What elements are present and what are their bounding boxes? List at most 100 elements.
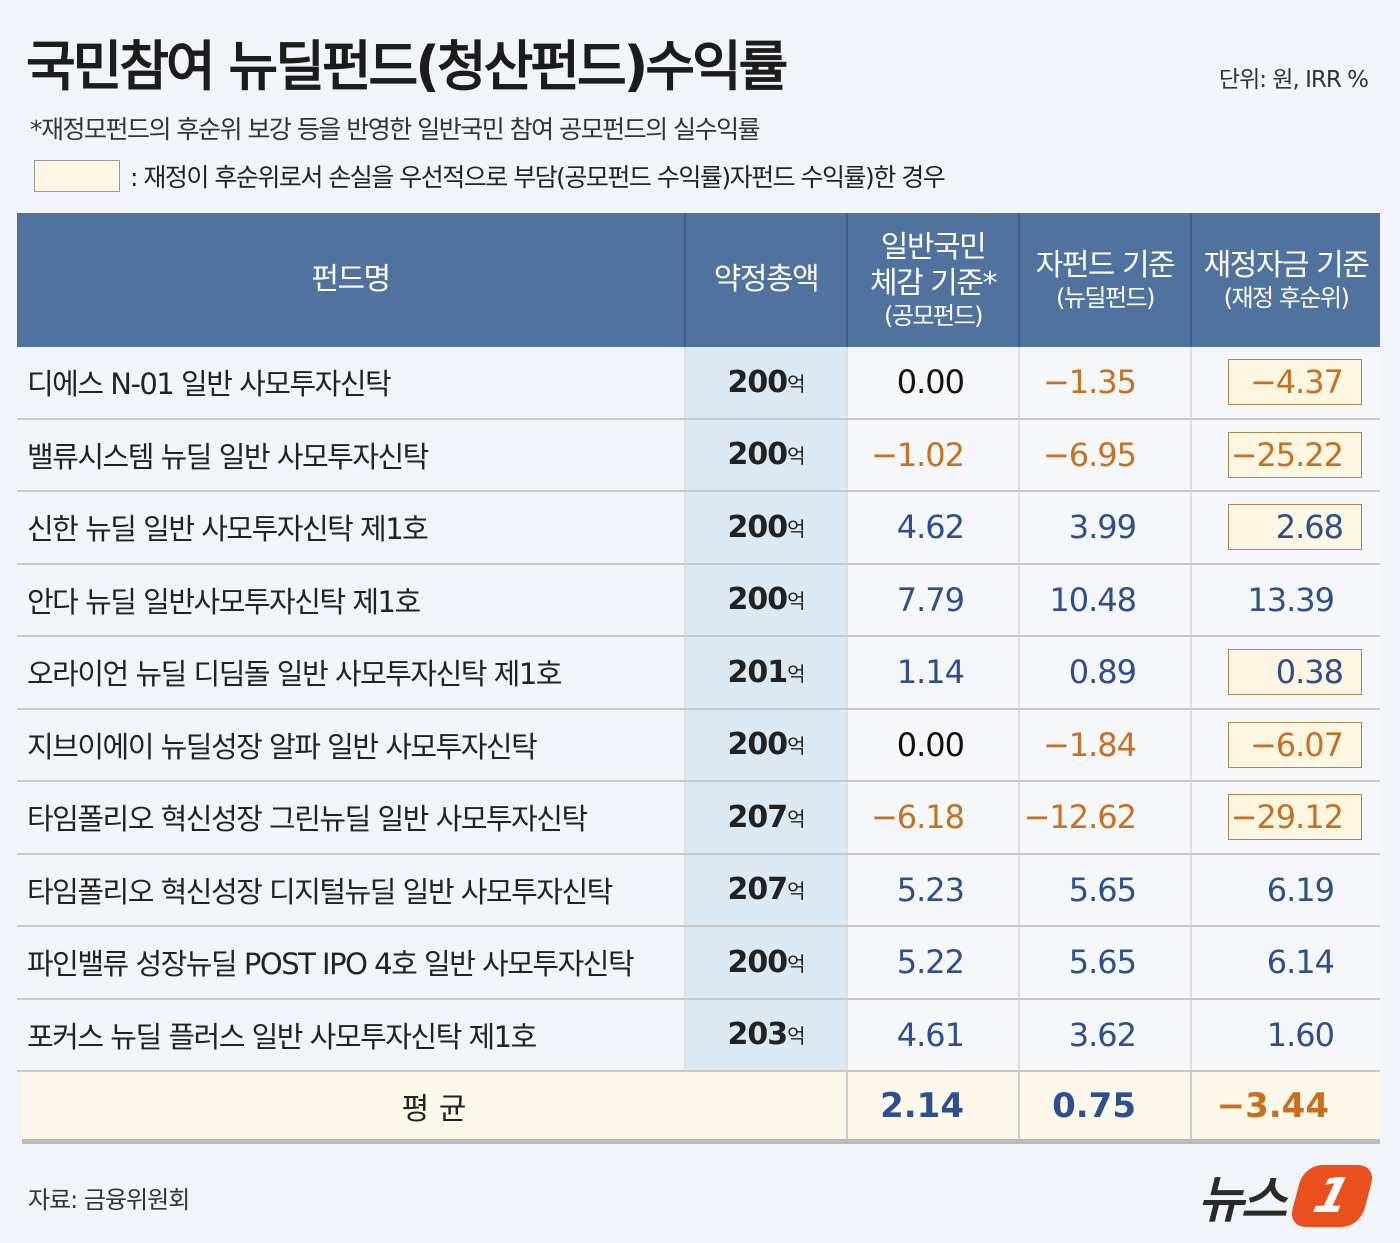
- fund-name: 포커스 뉴딜 플러스 일반 사모투자신탁 제1호: [17, 999, 686, 1070]
- amount-value: 200: [727, 509, 788, 545]
- fiscal-cell: −4.37: [1192, 347, 1380, 418]
- fiscal-return: −25.22: [1228, 431, 1362, 478]
- amount-value: 200: [727, 364, 788, 400]
- amount-unit: 억: [787, 806, 805, 831]
- public-return: −1.02: [848, 419, 1020, 490]
- sub-fund-return: −1.35: [1020, 347, 1192, 418]
- fiscal-return: 0.38: [1228, 649, 1362, 696]
- amount-value: 200: [727, 727, 788, 763]
- fiscal-cell: 13.39: [1192, 564, 1380, 635]
- fund-name: 오라이언 뉴딜 디딤돌 일반 사모투자신탁 제1호: [17, 637, 686, 708]
- fiscal-return: 1.60: [1266, 1015, 1335, 1054]
- table-row: 안다 뉴딜 일반사모투자신탁 제1호 200 억 7.79 10.48 13.39: [17, 564, 1380, 637]
- header-sub-2: (뉴딜펀드): [1055, 283, 1156, 312]
- table-row: 밸류시스템 뉴딜 일반 사모투자신탁 200 억 −1.02 −6.95 −25.…: [17, 419, 1380, 492]
- fund-name: 타임폴리오 혁신성장 디지털뉴딜 일반 사모투자신탁: [17, 854, 686, 925]
- header-fiscal-2: (재정 후순위): [1223, 283, 1350, 312]
- sub-fund-return: 10.48: [1020, 564, 1192, 635]
- amount-unit: 억: [787, 879, 805, 904]
- sub-fund-return: 0.89: [1020, 637, 1192, 708]
- amount-cell: 203 억: [686, 999, 848, 1070]
- logo-mark: 1: [1287, 1165, 1377, 1227]
- amount-unit: 억: [787, 371, 805, 396]
- amount-unit: 억: [787, 589, 805, 614]
- logo-text: 뉴스: [1198, 1171, 1287, 1229]
- amount-unit: 억: [787, 951, 805, 976]
- fiscal-cell: −25.22: [1192, 419, 1380, 490]
- sub-fund-return: −12.62: [1020, 782, 1192, 853]
- amount-cell: 207 억: [686, 782, 848, 853]
- amount-value: 200: [727, 944, 788, 980]
- amount-unit: 억: [787, 1024, 805, 1049]
- amount-value: 207: [727, 872, 788, 908]
- amount-unit: 억: [787, 661, 805, 686]
- table-row: 디에스 N-01 일반 사모투자신탁 200 억 0.00 −1.35 −4.37: [17, 347, 1380, 420]
- fiscal-cell: −29.12: [1192, 782, 1380, 853]
- public-return: 5.23: [848, 854, 1020, 925]
- fiscal-return: 6.19: [1266, 870, 1335, 909]
- amount-unit: 억: [787, 444, 805, 469]
- amount-unit: 억: [787, 516, 805, 541]
- sub-fund-return: −1.84: [1020, 709, 1192, 780]
- public-return: 0.00: [848, 709, 1020, 780]
- subtitle: *재정모펀드의 후순위 보강 등을 반영한 일반국민 참여 공모펀드의 실수익률: [30, 115, 761, 144]
- fiscal-return: −29.12: [1228, 794, 1362, 841]
- amount-cell: 200 억: [686, 709, 848, 780]
- header-public-3: (공모펀드): [883, 301, 984, 330]
- amount-value: 200: [727, 582, 788, 618]
- legend-swatch: [34, 160, 120, 192]
- average-public: 2.14: [848, 1072, 1020, 1139]
- amount-unit: 억: [787, 734, 805, 759]
- fiscal-cell: 6.14: [1192, 927, 1380, 998]
- fiscal-cell: −6.07: [1192, 709, 1380, 780]
- amount-cell: 200 억: [686, 419, 848, 490]
- public-return: 4.62: [848, 492, 1020, 563]
- fund-name: 안다 뉴딜 일반사모투자신탁 제1호: [17, 564, 686, 635]
- table-header: 펀드명 약정총액 일반국민 체감 기준* (공모펀드) 자펀드 기준 (뉴딜펀드) 재…: [17, 213, 1380, 347]
- fund-name: 타임폴리오 혁신성장 그린뉴딜 일반 사모투자신탁: [17, 782, 686, 853]
- header-name: 펀드명: [311, 262, 391, 297]
- public-return: 4.61: [848, 999, 1020, 1070]
- legend: : 재정이 후순위로서 손실을 우선적으로 부담(공모펀드 수익률)자펀드 수익…: [34, 158, 946, 194]
- fiscal-cell: 1.60: [1192, 999, 1380, 1070]
- sub-fund-return: 3.62: [1020, 999, 1192, 1070]
- sub-fund-return: 5.65: [1020, 854, 1192, 925]
- average-row: 평 균 2.14 0.75 −3.44: [22, 1072, 1380, 1144]
- unit-label: 단위: 원, IRR %: [1218, 67, 1369, 93]
- public-return: 7.79: [848, 564, 1020, 635]
- fiscal-return: 13.39: [1247, 580, 1335, 619]
- public-return: 1.14: [848, 637, 1020, 708]
- table-row: 파인밸류 성장뉴딜 POST IPO 4호 일반 사모투자신탁 200 억 5.2…: [17, 927, 1380, 1000]
- amount-cell: 200 억: [686, 564, 848, 635]
- amount-cell: 200 억: [686, 492, 848, 563]
- public-return: −6.18: [848, 782, 1020, 853]
- average-fiscal: −3.44: [1216, 1085, 1329, 1126]
- header-fiscal-1: 재정자금 기준: [1203, 247, 1370, 283]
- header-public-1: 일반국민: [880, 229, 987, 265]
- fund-name: 파인밸류 성장뉴딜 POST IPO 4호 일반 사모투자신탁: [17, 927, 686, 998]
- fund-name: 밸류시스템 뉴딜 일반 사모투자신탁: [17, 419, 686, 490]
- page-title: 국민참여 뉴딜펀드(청산펀드)수익률: [26, 35, 788, 98]
- public-return: 0.00: [848, 347, 1020, 418]
- average-label: 평 균: [22, 1072, 848, 1139]
- header-public-2: 체감 기준*: [870, 265, 997, 301]
- public-return: 5.22: [848, 927, 1020, 998]
- amount-value: 207: [727, 799, 788, 835]
- fund-name: 디에스 N-01 일반 사모투자신탁: [17, 347, 686, 418]
- amount-value: 200: [727, 437, 788, 473]
- fiscal-return: −6.07: [1228, 721, 1362, 768]
- sub-fund-return: 5.65: [1020, 927, 1192, 998]
- amount-cell: 200 억: [686, 347, 848, 418]
- amount-cell: 200 억: [686, 927, 848, 998]
- table-row: 포커스 뉴딜 플러스 일반 사모투자신탁 제1호 203 억 4.61 3.62 …: [17, 999, 1380, 1072]
- news1-logo: 뉴스 1: [1198, 1160, 1377, 1232]
- fiscal-return: 6.14: [1266, 943, 1335, 982]
- sub-fund-return: 3.99: [1020, 492, 1192, 563]
- fiscal-cell: 6.19: [1192, 854, 1380, 925]
- amount-value: 203: [727, 1017, 788, 1053]
- average-sub: 0.75: [1020, 1072, 1192, 1139]
- source: 자료: 금융위원회: [28, 1186, 190, 1214]
- fund-name: 신한 뉴딜 일반 사모투자신탁 제1호: [17, 492, 686, 563]
- amount-cell: 207 억: [686, 854, 848, 925]
- fiscal-cell: 2.68: [1192, 492, 1380, 563]
